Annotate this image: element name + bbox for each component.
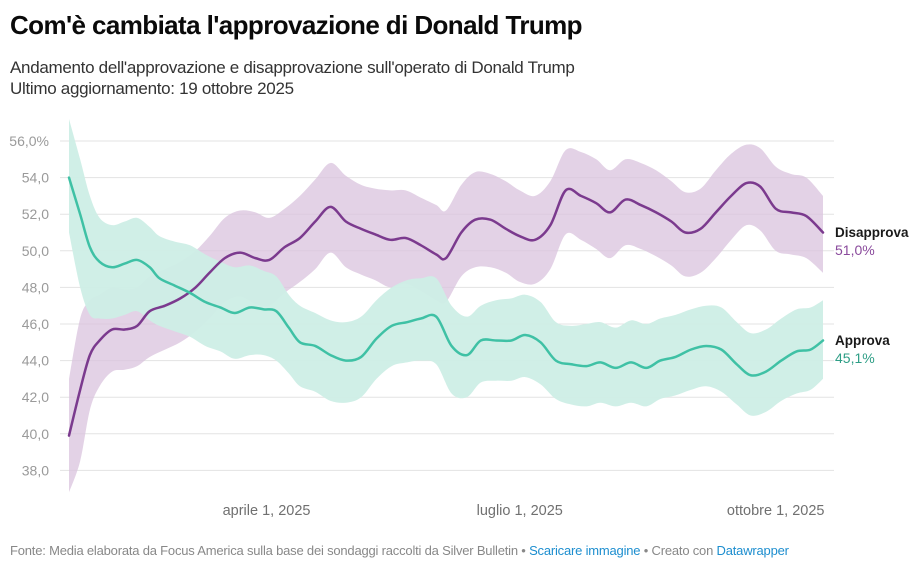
- datawrapper-link[interactable]: Datawrapper: [716, 543, 789, 558]
- series-end-labels: Disapprova 51,0% Approva 45,1%: [835, 225, 909, 366]
- y-tick-label: 56,0%: [9, 133, 49, 149]
- series-lines: [67, 176, 825, 437]
- y-axis-ticks: 56,0% 54,0 52,0 50,0 48,0 46,0 44,0 42,0 40,0 38,…: [9, 133, 49, 478]
- y-tick-label: 40,0: [22, 426, 49, 442]
- series-value-approve: 45,1%: [835, 350, 875, 366]
- y-tick-label: 38,0: [22, 462, 49, 478]
- series-label-approve: Approva: [835, 333, 890, 348]
- y-tick-label: 48,0: [22, 279, 49, 295]
- y-tick-label: 42,0: [22, 389, 49, 405]
- series-value-disapprove: 51,0%: [835, 242, 875, 258]
- chart-subtitle: Andamento dell'approvazione e disapprova…: [10, 57, 575, 99]
- y-tick-label: 44,0: [22, 353, 49, 369]
- y-tick-label: 52,0: [22, 206, 49, 222]
- y-tick-label: 50,0: [22, 243, 49, 259]
- x-axis-ticks: aprile 1, 2025 luglio 1, 2025 ottobre 1, 2…: [223, 503, 825, 519]
- created-with-text: Creato con: [651, 543, 717, 558]
- chart-footer: Fonte: Media elaborata da Focus America …: [10, 543, 789, 558]
- confidence-bands: [69, 119, 823, 493]
- line-disapprove: [67, 181, 825, 437]
- footer-separator: •: [517, 543, 530, 558]
- series-label-disapprove: Disapprova: [835, 225, 909, 240]
- footer-separator: •: [640, 543, 652, 558]
- band-approve: [69, 119, 823, 416]
- source-note: Fonte: Media elaborata da Focus America …: [10, 543, 518, 558]
- band-disapprove: [69, 144, 823, 493]
- download-image-link[interactable]: Scaricare immagine: [529, 543, 641, 558]
- x-tick-label: ottobre 1, 2025: [727, 503, 825, 519]
- y-tick-label: 46,0: [22, 316, 49, 332]
- y-tick-label: 54,0: [22, 170, 49, 186]
- chart-title: Com'è cambiata l'approvazione di Donald …: [10, 10, 583, 40]
- x-tick-label: aprile 1, 2025: [223, 503, 311, 519]
- x-tick-label: luglio 1, 2025: [477, 503, 563, 519]
- subtitle-description: Andamento dell'approvazione e disapprova…: [10, 58, 575, 77]
- subtitle-last-updated: Ultimo aggiornamento: 19 ottobre 2025: [10, 79, 294, 98]
- line-approve: [67, 176, 825, 377]
